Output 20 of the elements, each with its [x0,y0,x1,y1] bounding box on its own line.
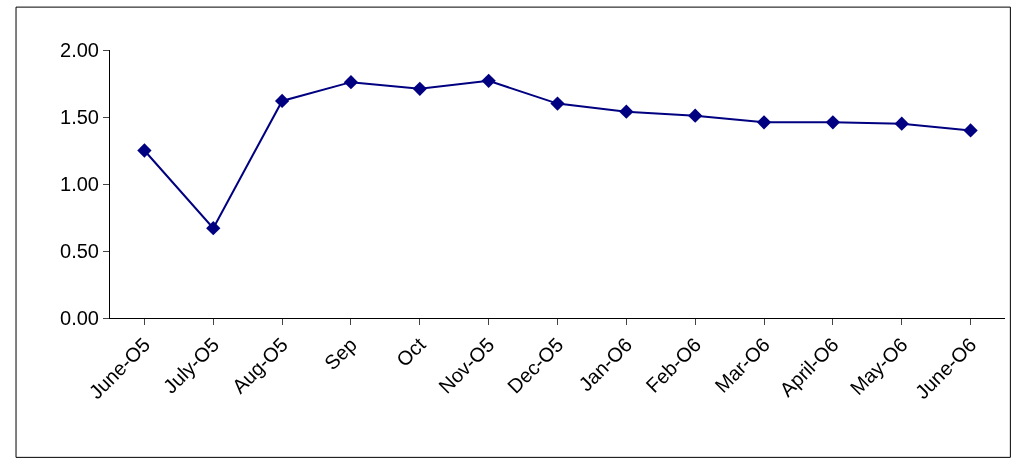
y-tick-label: 2.00 [60,39,99,61]
point [206,221,221,236]
point [412,81,427,97]
point [756,115,772,130]
point [343,75,359,90]
x-tick-label: Oct [392,333,431,371]
point [963,123,978,138]
y-tick-label: 0.00 [60,307,99,329]
y-tick-label: 0.50 [60,240,99,262]
point [688,108,703,123]
x-tick-label: Sep [320,333,361,375]
y-tick-label: 1.00 [60,173,99,195]
point [274,93,290,109]
point [894,116,909,131]
point [137,143,152,158]
y-tick-label: 1.50 [60,106,99,128]
point [550,96,565,111]
point [481,73,496,88]
point [619,104,634,119]
point [825,115,841,130]
